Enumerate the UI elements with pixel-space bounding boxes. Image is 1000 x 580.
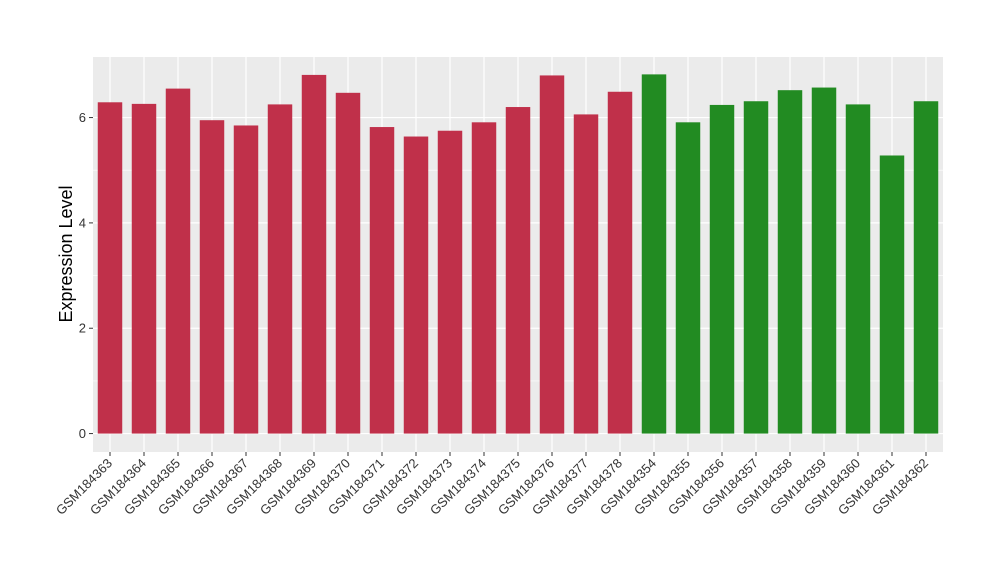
y-tick-label: 0 <box>79 426 86 441</box>
bar <box>743 101 769 434</box>
bar <box>845 104 871 434</box>
bar <box>165 88 191 434</box>
bar <box>471 122 497 434</box>
bars <box>97 74 939 434</box>
bar <box>233 125 259 434</box>
bar <box>505 107 531 434</box>
y-tick-label: 4 <box>79 215 86 230</box>
bar <box>131 103 157 434</box>
bar <box>641 74 667 434</box>
y-axis-title: Expression Level <box>56 185 76 322</box>
bar <box>267 104 293 434</box>
bar <box>675 122 701 434</box>
bar <box>335 92 361 434</box>
bar <box>709 104 735 434</box>
bar <box>539 75 565 434</box>
bar <box>97 102 123 434</box>
bar <box>879 155 905 434</box>
x-axis: GSM184363GSM184364GSM184365GSM184366GSM1… <box>53 452 931 518</box>
bar <box>301 74 327 434</box>
bar <box>403 136 429 434</box>
bar <box>811 87 837 434</box>
bar <box>369 127 395 434</box>
bar <box>573 114 599 434</box>
y-axis: 0 2 4 6 <box>79 110 93 441</box>
bar <box>437 130 463 434</box>
bar <box>913 101 939 434</box>
bar <box>199 120 225 434</box>
bar <box>777 90 803 434</box>
y-tick-label: 6 <box>79 110 86 125</box>
bar <box>607 91 633 434</box>
y-tick-label: 2 <box>79 321 86 336</box>
